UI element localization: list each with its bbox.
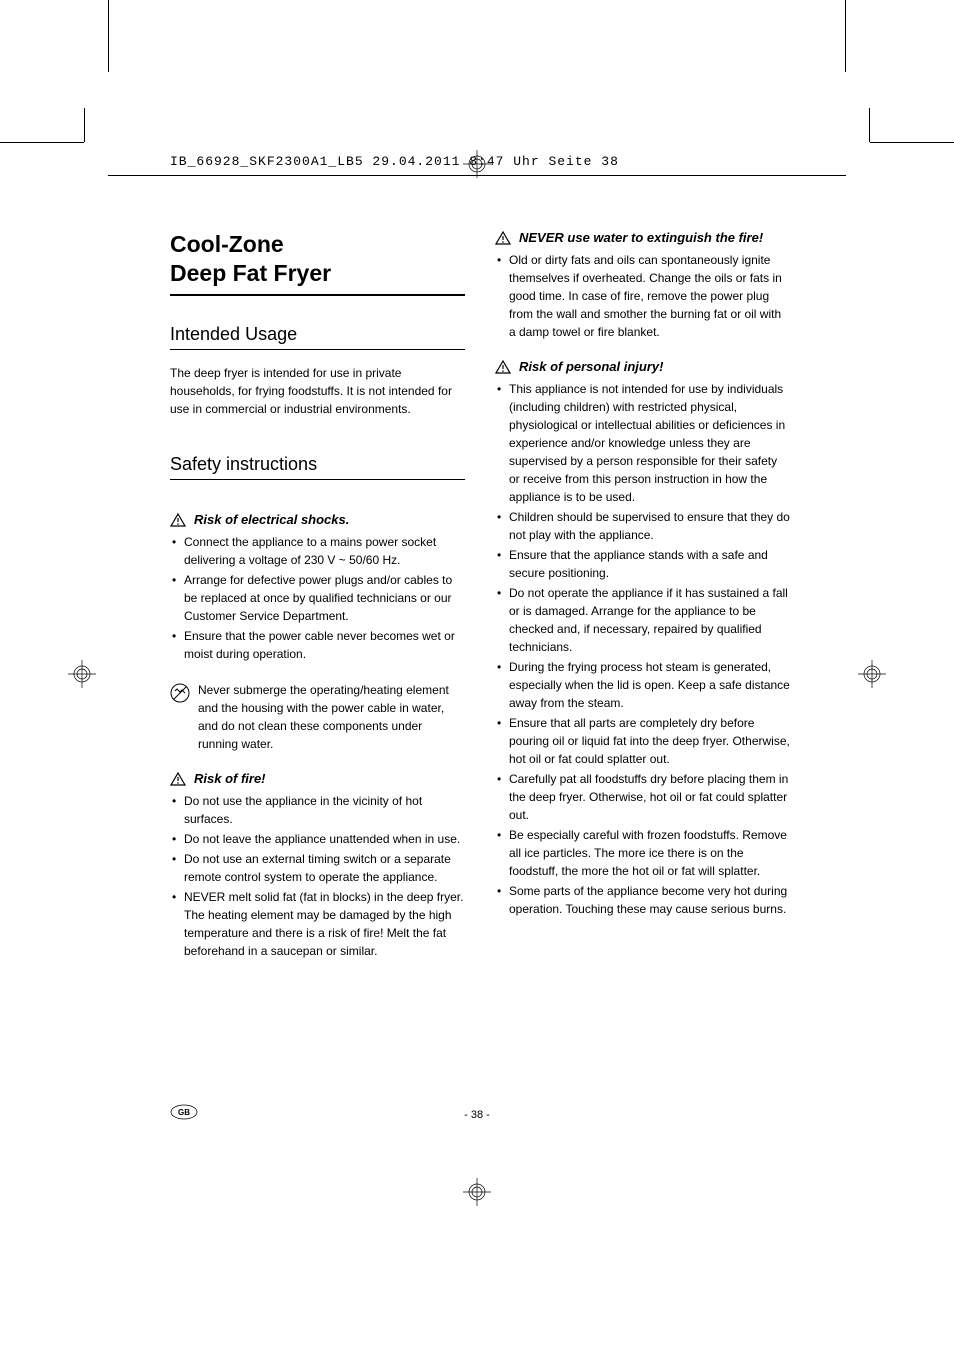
title-line-1: Cool-Zone (170, 231, 284, 257)
list-item: Do not leave the appliance unattended wh… (170, 830, 465, 848)
section-rule (170, 479, 465, 480)
intended-usage-body: The deep fryer is intended for use in pr… (170, 364, 465, 418)
content-area: Cool-Zone Deep Fat Fryer Intended Usage … (170, 230, 790, 978)
no-water-note: Never submerge the operating/heating ele… (170, 681, 465, 753)
list-item: This appliance is not intended for use b… (495, 380, 790, 506)
section-rule (170, 349, 465, 350)
right-column: NEVER use water to extinguish the fire! … (495, 230, 790, 978)
warning-triangle-icon (495, 231, 511, 245)
header-rule (108, 175, 846, 176)
fire-bullets: Do not use the appliance in the vicinity… (170, 792, 465, 960)
language-badge: GB (170, 1104, 198, 1125)
note-text: Never submerge the operating/heating ele… (198, 681, 465, 753)
list-item: Be especially careful with frozen foodst… (495, 826, 790, 880)
list-item: Carefully pat all foodstuffs dry before … (495, 770, 790, 824)
warning-triangle-icon (170, 772, 186, 786)
list-item: Do not use the appliance in the vicinity… (170, 792, 465, 828)
list-item: Children should be supervised to ensure … (495, 508, 790, 544)
registration-mark-icon (858, 660, 886, 688)
title-line-2: Deep Fat Fryer (170, 260, 331, 286)
never-water-bullets: Old or dirty fats and oils can spontaneo… (495, 251, 790, 341)
list-item: Old or dirty fats and oils can spontaneo… (495, 251, 790, 341)
warning-heading-text: NEVER use water to extinguish the fire! (519, 230, 790, 245)
left-column: Cool-Zone Deep Fat Fryer Intended Usage … (170, 230, 465, 978)
warning-heading-injury: Risk of personal injury! (495, 359, 790, 374)
page: IB_66928_SKF2300A1_LB5 29.04.2011 8:47 U… (0, 0, 954, 1351)
language-badge-text: GB (178, 1108, 190, 1117)
electrical-bullets: Connect the appliance to a mains power s… (170, 533, 465, 663)
warning-triangle-icon (170, 513, 186, 527)
warning-heading-never-water: NEVER use water to extinguish the fire! (495, 230, 790, 245)
section-heading-safety: Safety instructions (170, 454, 465, 475)
list-item: Connect the appliance to a mains power s… (170, 533, 465, 569)
list-item: Ensure that the power cable never become… (170, 627, 465, 663)
registration-mark-icon (463, 1178, 491, 1206)
warning-heading-text: Risk of electrical shocks. (194, 512, 465, 527)
list-item: Ensure that all parts are completely dry… (495, 714, 790, 768)
list-item: Do not use an external timing switch or … (170, 850, 465, 886)
list-item: Arrange for defective power plugs and/or… (170, 571, 465, 625)
title-rule (170, 294, 465, 296)
list-item: Ensure that the appliance stands with a … (495, 546, 790, 582)
no-submerge-icon (170, 683, 190, 753)
document-title: Cool-Zone Deep Fat Fryer (170, 230, 465, 288)
running-head: IB_66928_SKF2300A1_LB5 29.04.2011 8:47 U… (170, 154, 619, 169)
list-item: NEVER melt solid fat (fat in blocks) in … (170, 888, 465, 960)
warning-triangle-icon (495, 360, 511, 374)
warning-heading-text: Risk of fire! (194, 771, 465, 786)
page-number: - 38 - (0, 1109, 954, 1121)
list-item: Do not operate the appliance if it has s… (495, 584, 790, 656)
list-item: During the frying process hot steam is g… (495, 658, 790, 712)
section-heading-intended-usage: Intended Usage (170, 324, 465, 345)
warning-heading-fire: Risk of fire! (170, 771, 465, 786)
injury-bullets: This appliance is not intended for use b… (495, 380, 790, 918)
warning-heading-electrical: Risk of electrical shocks. (170, 512, 465, 527)
warning-heading-text: Risk of personal injury! (519, 359, 790, 374)
list-item: Some parts of the appliance become very … (495, 882, 790, 918)
registration-mark-icon (68, 660, 96, 688)
